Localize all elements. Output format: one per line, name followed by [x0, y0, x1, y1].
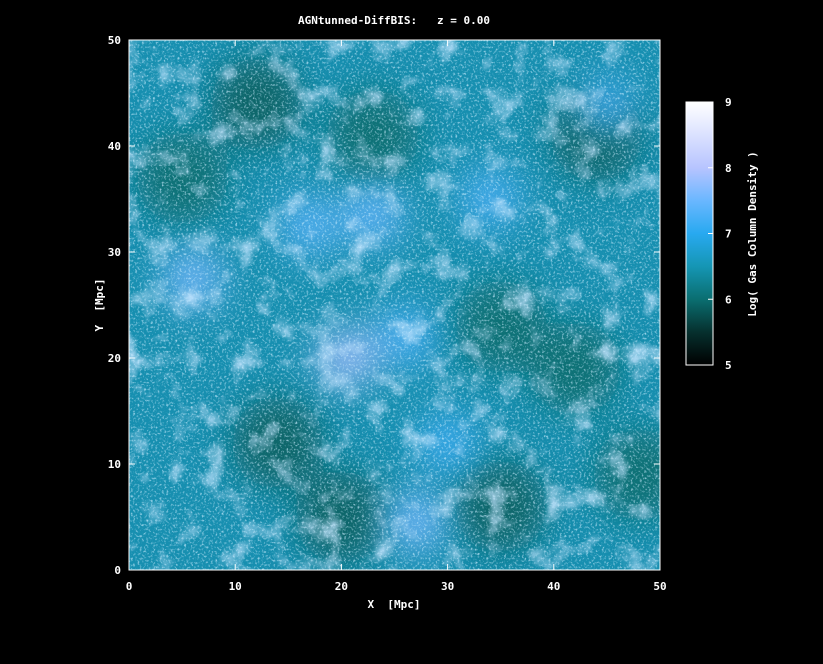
- x-tick-label: 40: [547, 580, 560, 593]
- x-tick-label: 20: [335, 580, 348, 593]
- colorbar-tick-label: 5: [725, 359, 732, 372]
- chart-title: AGNtunned-DiffBIS: z = 0.00: [298, 14, 490, 27]
- colorbar-ticks: 5 6 7 8 9: [708, 96, 732, 372]
- colorbar: 5 6 7 8 9 Log( Gas Column Density ): [685, 96, 759, 372]
- plot-area: [129, 40, 660, 570]
- x-axis: 0 10 20 30 40 50: [126, 40, 667, 593]
- x-tick-label: 50: [653, 580, 666, 593]
- colorbar-label: Log( Gas Column Density ): [746, 151, 759, 317]
- colorbar-tick-label: 9: [725, 96, 732, 109]
- y-tick-label: 0: [114, 564, 121, 577]
- y-axis: 0 10 20 30 40 50: [108, 34, 660, 577]
- x-axis-label: X [Mpc]: [368, 598, 421, 611]
- x-tick-label: 30: [441, 580, 454, 593]
- y-tick-label: 50: [108, 34, 121, 47]
- colorbar-tick-label: 8: [725, 162, 732, 175]
- x-tick-label: 10: [229, 580, 242, 593]
- y-tick-label: 10: [108, 458, 121, 471]
- colorbar-tick-label: 6: [725, 293, 732, 306]
- y-tick-label: 20: [108, 352, 121, 365]
- x-tick-label: 0: [126, 580, 133, 593]
- plot-frame: [128, 39, 661, 571]
- y-tick-label: 40: [108, 140, 121, 153]
- colorbar-tick-label: 7: [725, 228, 732, 241]
- y-axis-label: Y [Mpc]: [93, 279, 106, 332]
- y-tick-label: 30: [108, 246, 121, 259]
- halo-grain: [129, 40, 660, 570]
